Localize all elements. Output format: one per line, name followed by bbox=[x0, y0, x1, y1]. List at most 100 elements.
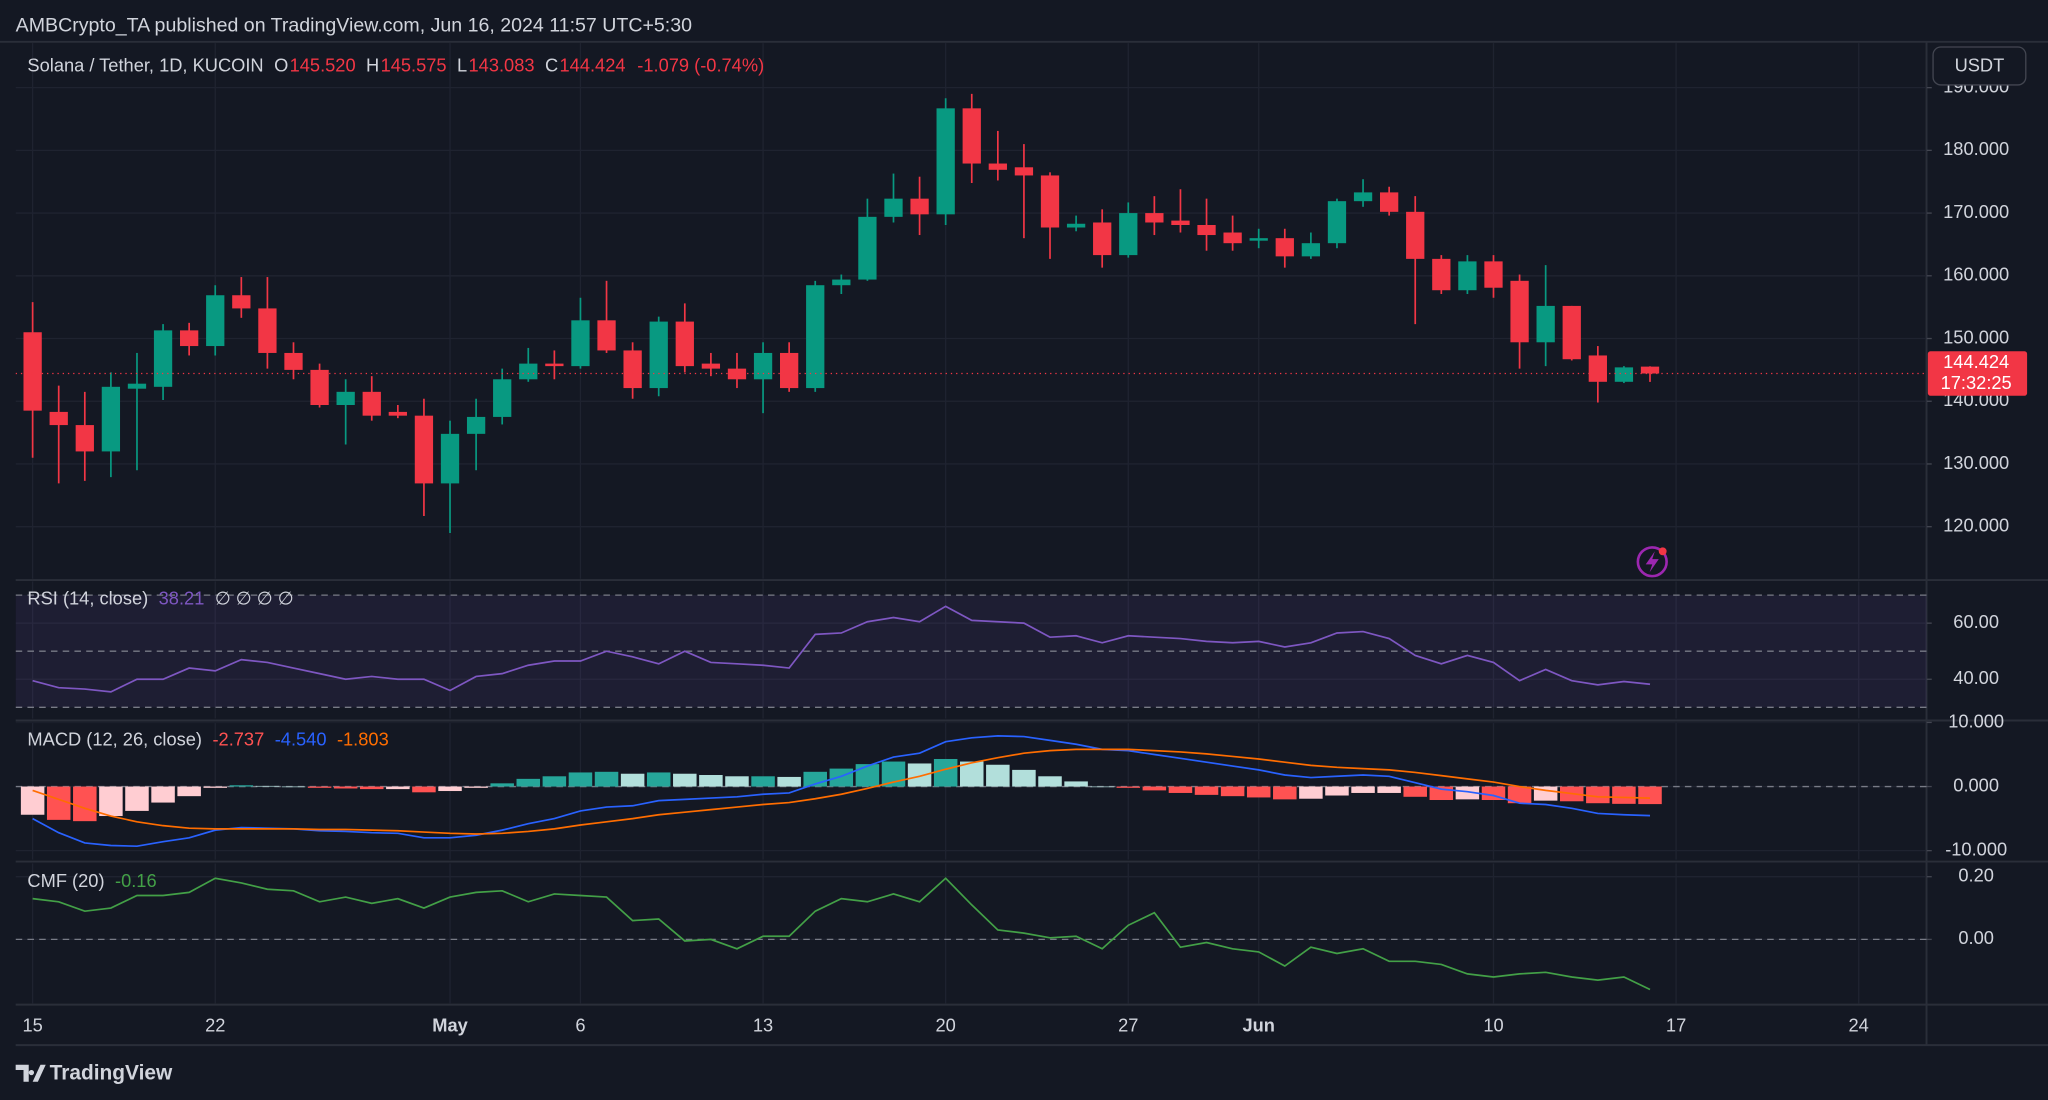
candle-body bbox=[466, 416, 486, 434]
histogram-bar bbox=[1586, 786, 1610, 804]
candle-body bbox=[701, 363, 721, 369]
histogram-bar bbox=[151, 786, 175, 803]
currency-button[interactable]: USDT bbox=[1932, 46, 2027, 86]
candle-body bbox=[258, 308, 277, 353]
candle-body bbox=[310, 369, 329, 406]
candle-body bbox=[1145, 213, 1164, 223]
histogram-bar bbox=[307, 786, 332, 788]
candle-body bbox=[832, 279, 851, 286]
candle-body bbox=[1171, 220, 1190, 225]
candle-body bbox=[1301, 243, 1321, 257]
legend-value: -1.803 bbox=[337, 729, 389, 750]
y-tick-label: 40.00 bbox=[1953, 667, 1999, 688]
x-tick-label: 24 bbox=[1849, 1015, 1869, 1036]
candle-body bbox=[988, 163, 1007, 170]
icon-ring[interactable] bbox=[1636, 546, 1668, 578]
candle-body bbox=[23, 332, 42, 411]
candle-body bbox=[1249, 238, 1268, 241]
candle-body bbox=[1406, 211, 1425, 259]
candle-body bbox=[153, 330, 173, 387]
legend-value: -0.16 bbox=[115, 870, 157, 891]
y-tick-label: 10.000 bbox=[1948, 710, 2004, 731]
x-tick-label: 10 bbox=[1483, 1015, 1503, 1036]
histogram-bar bbox=[673, 773, 697, 787]
candle-body bbox=[1562, 305, 1581, 360]
x-tick-label: 17 bbox=[1666, 1015, 1686, 1036]
candle-body bbox=[884, 198, 903, 217]
histogram-bar bbox=[1507, 786, 1532, 804]
histogram-bar bbox=[855, 764, 880, 787]
histogram-bar bbox=[1194, 786, 1219, 795]
histogram-bar bbox=[438, 786, 462, 792]
candle-body bbox=[336, 391, 355, 406]
series-line bbox=[32, 877, 1651, 991]
histogram-bar bbox=[594, 771, 619, 787]
candle-body bbox=[910, 198, 929, 215]
publisher: AMBCrypto_TA published on TradingView.co… bbox=[16, 14, 692, 36]
candle-body bbox=[1458, 261, 1477, 291]
candle-body bbox=[545, 363, 564, 367]
candle-body bbox=[1014, 167, 1034, 176]
histogram-bar bbox=[333, 786, 358, 789]
x-tick-label: 22 bbox=[205, 1015, 225, 1036]
currency-label[interactable]: USDT bbox=[1955, 54, 2005, 75]
legend-field-key: O bbox=[274, 54, 288, 75]
histogram-bar bbox=[620, 773, 645, 787]
legend-value: -4.540 bbox=[275, 729, 327, 750]
candle-body bbox=[649, 321, 668, 389]
pane-legend: RSI (14, close) 38.21 ∅ ∅ ∅ ∅ bbox=[27, 587, 293, 608]
histogram-bar bbox=[777, 776, 801, 787]
histogram-bar bbox=[281, 786, 306, 788]
candle-body bbox=[440, 433, 460, 484]
candle-body bbox=[1040, 175, 1060, 228]
candle-body bbox=[1353, 192, 1373, 202]
histogram-bar bbox=[829, 768, 854, 787]
histogram-bar bbox=[255, 785, 280, 787]
legend-field-value: 145.520 bbox=[290, 54, 356, 75]
price-label-box bbox=[1927, 351, 2028, 396]
candle-body bbox=[1093, 222, 1112, 256]
histogram-bar bbox=[1168, 786, 1193, 793]
lightning-icon[interactable] bbox=[1636, 546, 1668, 578]
x-tick-label: 13 bbox=[753, 1015, 773, 1036]
y-tick-label: 170.000 bbox=[1943, 201, 2009, 222]
histogram-bar bbox=[229, 785, 254, 787]
candle-body bbox=[597, 320, 616, 351]
histogram-bar bbox=[1273, 786, 1297, 800]
histogram-bar bbox=[490, 783, 514, 787]
candle-body bbox=[127, 383, 147, 389]
currency-box[interactable] bbox=[1932, 46, 2027, 86]
legend-title: MACD (12, 26, close) bbox=[27, 729, 202, 750]
pane-legend: CMF (20) -0.16 bbox=[27, 870, 156, 891]
histogram-bar bbox=[1116, 786, 1141, 788]
legend-value: 38.21 bbox=[159, 587, 205, 608]
candle-body bbox=[571, 320, 590, 367]
histogram-bar bbox=[751, 776, 775, 787]
histogram-bar bbox=[203, 786, 227, 788]
legend-title: Solana / Tether, 1D, KUCOIN bbox=[27, 54, 263, 75]
y-tick-label: 180.000 bbox=[1943, 138, 2009, 159]
legend-title: RSI (14, close) bbox=[27, 587, 148, 608]
legend-field-value: 144.424 bbox=[560, 54, 626, 75]
candle-body bbox=[1432, 258, 1451, 291]
plot-layer: 15 22 May 6 13 20 27 Jun 10 17 24120.000130.000140… bbox=[15, 43, 2028, 1036]
histogram-bar bbox=[959, 761, 984, 787]
y-tick-label: 0.000 bbox=[1953, 774, 1999, 795]
pane-2 bbox=[15, 722, 1927, 852]
histogram-bar bbox=[1220, 786, 1245, 797]
x-tick-label: 27 bbox=[1118, 1015, 1138, 1036]
y-tick-label: 150.000 bbox=[1943, 326, 2009, 347]
countdown: 17:32:25 bbox=[1941, 372, 2012, 393]
candle-body bbox=[101, 386, 121, 452]
candle-body bbox=[962, 108, 981, 164]
histogram-bar bbox=[99, 786, 123, 817]
icon-bolt[interactable] bbox=[1645, 551, 1659, 573]
candle-body bbox=[362, 391, 381, 416]
histogram-bar bbox=[20, 786, 45, 815]
legend-field-key: L bbox=[457, 54, 467, 75]
icon-dot[interactable] bbox=[1658, 547, 1667, 556]
histogram-bar bbox=[1351, 786, 1375, 793]
y-tick-label: 0.00 bbox=[1958, 927, 1994, 948]
histogram-bar bbox=[907, 763, 932, 787]
x-tick-label: 20 bbox=[936, 1015, 956, 1036]
